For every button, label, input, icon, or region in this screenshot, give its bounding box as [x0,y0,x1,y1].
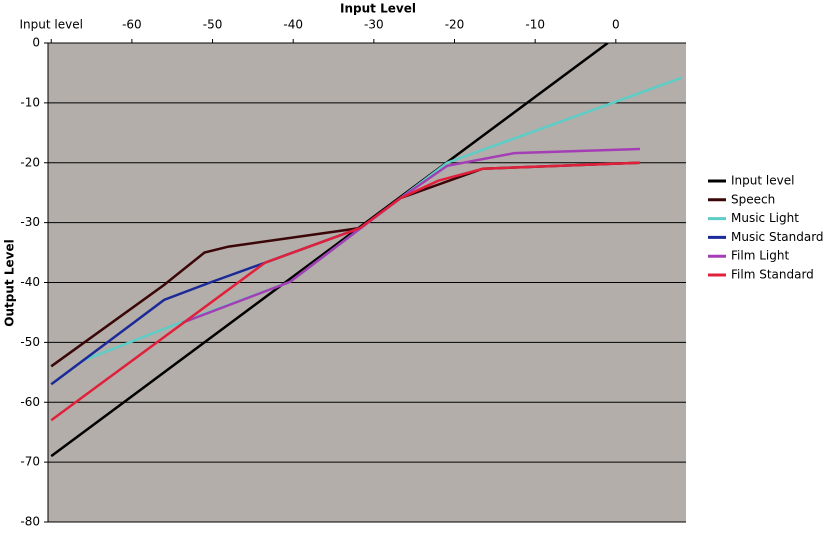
y-tick-label: -40 [20,275,40,289]
legend-label: Music Light [731,211,799,225]
legend-label: Music Standard [731,230,824,244]
x-tick-label: -60 [122,18,142,32]
series-line [50,161,641,422]
x-tick-label: -50 [203,18,223,32]
x-tick-label: -30 [364,18,384,32]
legend-label: Film Light [731,249,789,263]
y-tick-label: -60 [20,395,40,409]
x-tick-label: -10 [525,18,545,32]
y-tick-label: -10 [20,95,40,109]
y-tick-label: -50 [20,335,40,349]
y-tick-label: -20 [20,155,40,169]
y-tick-label: 0 [32,36,40,50]
y-tick-label: -70 [20,455,40,469]
y-tick-label: -80 [20,515,40,529]
x-tick-label: 0 [612,18,620,32]
legend-label: Speech [731,192,775,206]
legend-label: Film Standard [731,268,814,282]
chart-title: Input Level [340,2,416,16]
y-axis-title: Output Level [3,239,17,326]
series-line [50,43,609,458]
x-tick-label: -40 [283,18,303,32]
y-tick-label: -30 [20,215,40,229]
series-line [182,147,641,324]
x-tick-label: -20 [445,18,465,32]
x-tick-label: Input level [20,18,83,32]
legend-label: Input level [731,174,794,188]
